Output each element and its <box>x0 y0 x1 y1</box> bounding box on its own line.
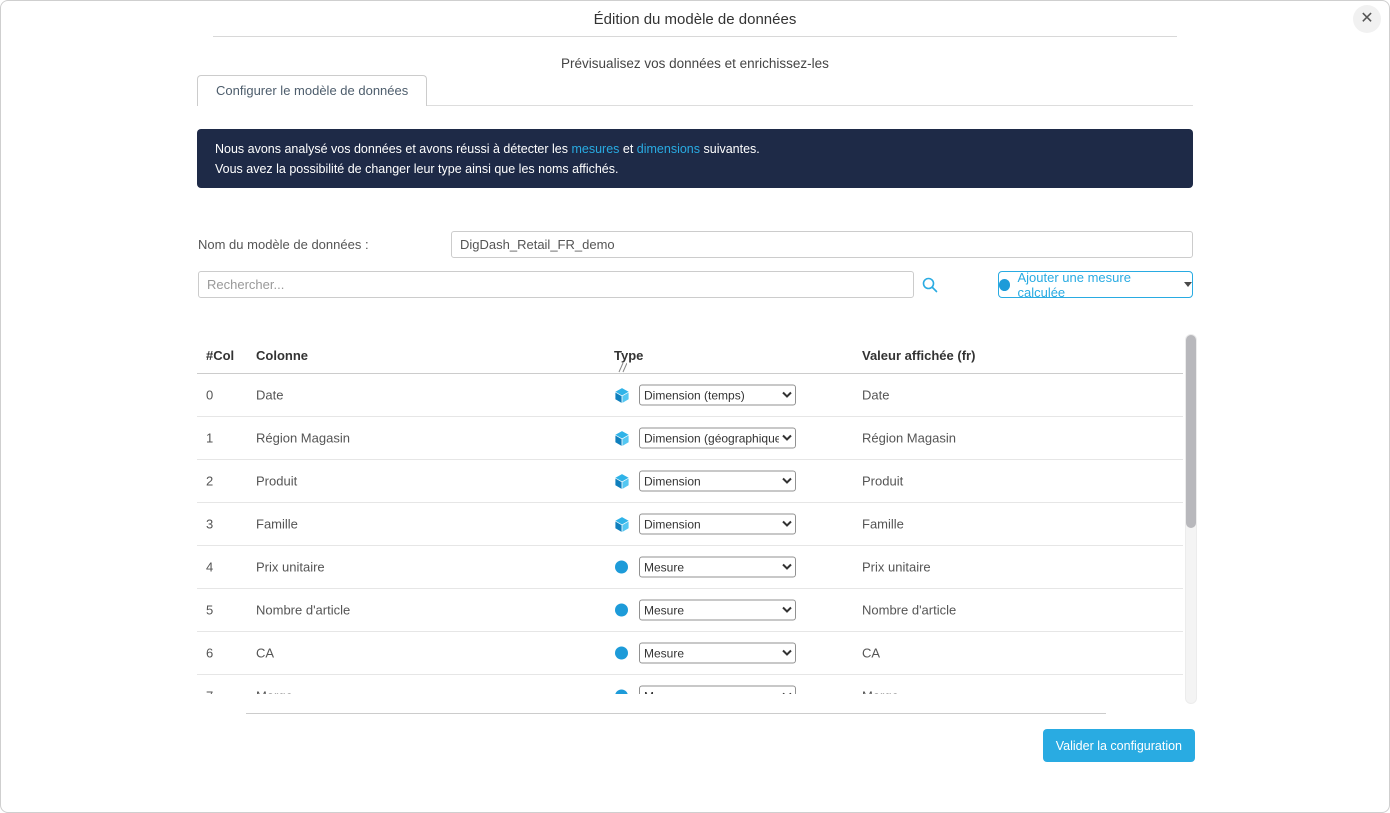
measure-circle-icon <box>615 646 628 660</box>
model-name-input[interactable] <box>451 231 1193 258</box>
type-select[interactable]: Mesure <box>639 556 796 578</box>
type-select[interactable]: Mesure <box>639 642 796 664</box>
row-colonne: CA <box>256 645 275 661</box>
dialog-subtitle: Prévisualisez vos données et enrichissez… <box>561 56 829 71</box>
table-header-row: #Col Colonne Type Valeur affichée (fr) <box>197 338 1183 374</box>
tabbar-divider <box>197 105 1193 106</box>
row-col-index: 3 <box>206 516 214 532</box>
row-colonne: Prix unitaire <box>256 559 325 575</box>
table-row: 5 Nombre d'article Mesure Nombre d'artic… <box>197 589 1183 632</box>
banner-text: et <box>619 142 637 156</box>
table-scrollbar[interactable] <box>1185 334 1197 704</box>
row-display-value: Famille <box>862 516 904 532</box>
row-display-value: Produit <box>862 473 904 489</box>
type-select[interactable]: Mesure <box>639 599 796 621</box>
type-select[interactable]: Dimension (géographique) <box>639 427 796 449</box>
header-colonne: Colonne <box>256 348 308 363</box>
dimension-cube-icon <box>615 473 629 489</box>
table-row: 4 Prix unitaire Mesure Prix unitaire <box>197 546 1183 589</box>
header-col-index: #Col <box>206 348 235 363</box>
row-display-value: Région Magasin <box>862 430 956 446</box>
table-row: 1 Région Magasin Dimension (géographique… <box>197 417 1183 460</box>
info-banner: Nous avons analysé vos données et avons … <box>197 129 1193 188</box>
table-row: 7 Marge Mesure Marge <box>197 675 1183 694</box>
row-display-value: Date <box>862 387 890 403</box>
banner-line2: Vous avez la possibilité de changer leur… <box>215 162 619 176</box>
row-display-value: CA <box>862 645 881 661</box>
row-col-index: 0 <box>206 387 214 403</box>
model-name-label: Nom du modèle de données : <box>198 237 369 252</box>
row-col-index: 5 <box>206 602 214 618</box>
row-col-index: 1 <box>206 430 214 446</box>
add-calculated-measure-label: Ajouter une mesure calculée <box>1017 269 1131 300</box>
columns-table: #Col Colonne Type Valeur affichée (fr) 0… <box>197 338 1183 694</box>
banner-line1: Nous avons analysé vos données et avons … <box>215 139 1193 159</box>
row-colonne: Famille <box>256 516 298 532</box>
dialog-title: Édition du modèle de données <box>593 11 797 28</box>
row-colonne: Date <box>256 387 284 403</box>
validate-configuration-button[interactable]: Valider la configuration <box>1042 729 1195 762</box>
header-valeur-affichee: Valeur affichée (fr) <box>862 348 976 363</box>
banner-text: suivantes. <box>700 142 760 156</box>
mesures-link[interactable]: mesures <box>571 142 620 156</box>
row-colonne: Région Magasin <box>256 430 350 446</box>
table-scrollbar-thumb[interactable] <box>1186 335 1196 528</box>
row-col-index: 4 <box>206 559 214 575</box>
header-type: Type <box>614 348 644 363</box>
dimensions-link[interactable]: dimensions <box>636 142 701 156</box>
measure-circle-icon <box>615 689 628 694</box>
close-icon[interactable]: ✕ <box>1353 5 1381 33</box>
table-row: 0 Date Dimension (temps) Date <box>197 374 1183 417</box>
search-icon[interactable] <box>922 277 938 293</box>
table-row: 6 CA Mesure CA <box>197 632 1183 675</box>
column-resize-grip-icon[interactable] <box>618 362 627 373</box>
row-display-value: Prix unitaire <box>862 559 931 575</box>
banner-text: Nous avons analysé vos données et avons … <box>215 142 572 156</box>
type-select[interactable]: Dimension <box>639 513 796 535</box>
table-row: 2 Produit Dimension Produit <box>197 460 1183 503</box>
type-select[interactable]: Mesure <box>639 685 796 694</box>
table-row: 3 Famille Dimension Famille <box>197 503 1183 546</box>
row-colonne: Marge <box>256 689 293 695</box>
row-colonne: Produit <box>256 473 298 489</box>
search-input[interactable] <box>198 271 914 298</box>
row-colonne: Nombre d'article <box>256 602 351 618</box>
row-col-index: 6 <box>206 645 214 661</box>
type-select[interactable]: Dimension <box>639 470 796 492</box>
footer-divider <box>246 713 1106 714</box>
chevron-down-icon <box>1184 282 1192 287</box>
dimension-cube-icon <box>615 516 629 532</box>
measure-circle-icon <box>615 603 628 617</box>
row-display-value: Marge <box>862 689 899 695</box>
tab-configure-data-model[interactable]: Configurer le modèle de données <box>197 75 428 106</box>
row-display-value: Nombre d'article <box>862 602 957 618</box>
add-calculated-measure-button[interactable]: Ajouter une mesure calculée <box>998 269 1193 300</box>
measure-circle-icon <box>999 278 1011 291</box>
dimension-cube-icon <box>615 387 629 403</box>
row-col-index: 2 <box>206 473 214 489</box>
title-divider <box>213 36 1177 37</box>
row-col-index: 7 <box>206 689 213 695</box>
measure-circle-icon <box>615 560 628 574</box>
type-select[interactable]: Dimension (temps) <box>639 384 796 406</box>
dimension-cube-icon <box>615 430 629 446</box>
